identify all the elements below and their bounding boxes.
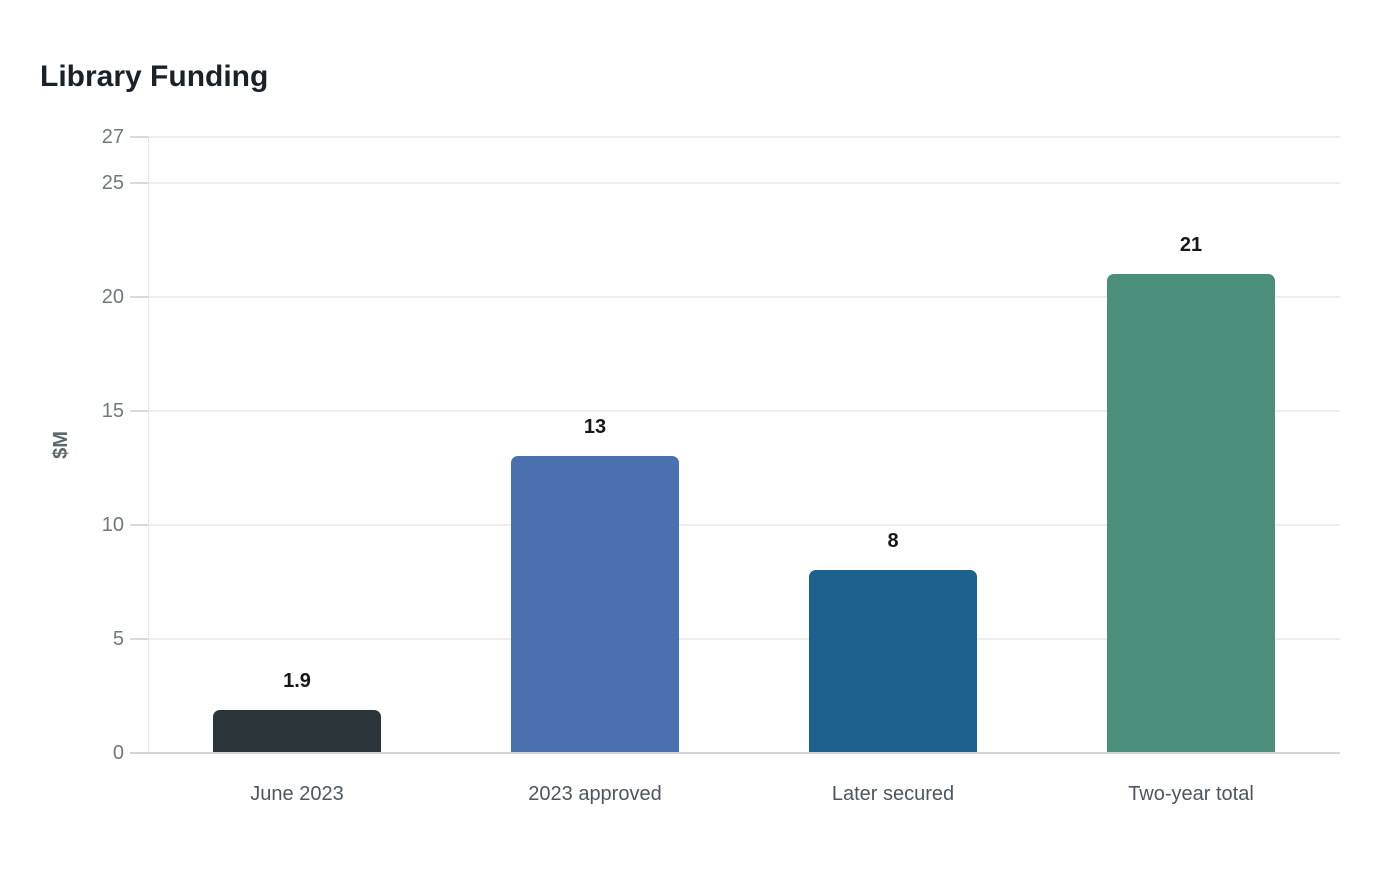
- y-tick-mark-5: [130, 637, 148, 640]
- x-category-label-2023-approved: 2023 approved: [528, 783, 662, 805]
- y-tick-label-15: 15: [101, 399, 124, 422]
- bar-later-secured: [809, 570, 977, 753]
- y-tick-label-5: 5: [112, 627, 124, 650]
- bar-value-label-two-year-total: 21: [1179, 233, 1203, 256]
- x-category-label-later-secured: Later secured: [831, 783, 955, 805]
- x-category-label-two-year-total: Two-year total: [1128, 783, 1254, 805]
- y-tick-label-27: 27: [101, 126, 124, 148]
- gridline-27: [148, 136, 1340, 138]
- gridline-10: [148, 523, 1340, 526]
- gridline-5: [148, 637, 1340, 640]
- gridline-20: [148, 295, 1340, 298]
- y-tick-label-25: 25: [101, 171, 124, 194]
- chart-title: Library Funding: [40, 60, 269, 93]
- y-tick-mark-27: [130, 136, 148, 138]
- x-category-label-june-2023: June 2023: [250, 783, 344, 805]
- y-tick-mark-20: [130, 295, 148, 298]
- y-axis-title: $M: [50, 431, 72, 459]
- y-axis-line: [148, 137, 149, 753]
- y-tick-label-0: 0: [112, 742, 124, 764]
- bar-value-label-later-secured: 8: [887, 530, 899, 553]
- y-tick-mark-10: [130, 523, 148, 526]
- y-tick-mark-25: [130, 181, 148, 184]
- bar-two-year-total: [1107, 273, 1275, 753]
- y-tick-mark-15: [130, 409, 148, 412]
- bar-2023-approved: [511, 456, 679, 753]
- gridline-25: [148, 181, 1340, 184]
- bar-value-label-june-2023: 1.9: [283, 669, 311, 692]
- x-axis-line: [130, 752, 1340, 754]
- bar-value-label-2023-approved: 13: [583, 416, 607, 439]
- bar-june-2023: [213, 709, 381, 753]
- gridline-15: [148, 409, 1340, 412]
- y-tick-label-10: 10: [101, 513, 124, 536]
- y-tick-label-20: 20: [101, 285, 124, 308]
